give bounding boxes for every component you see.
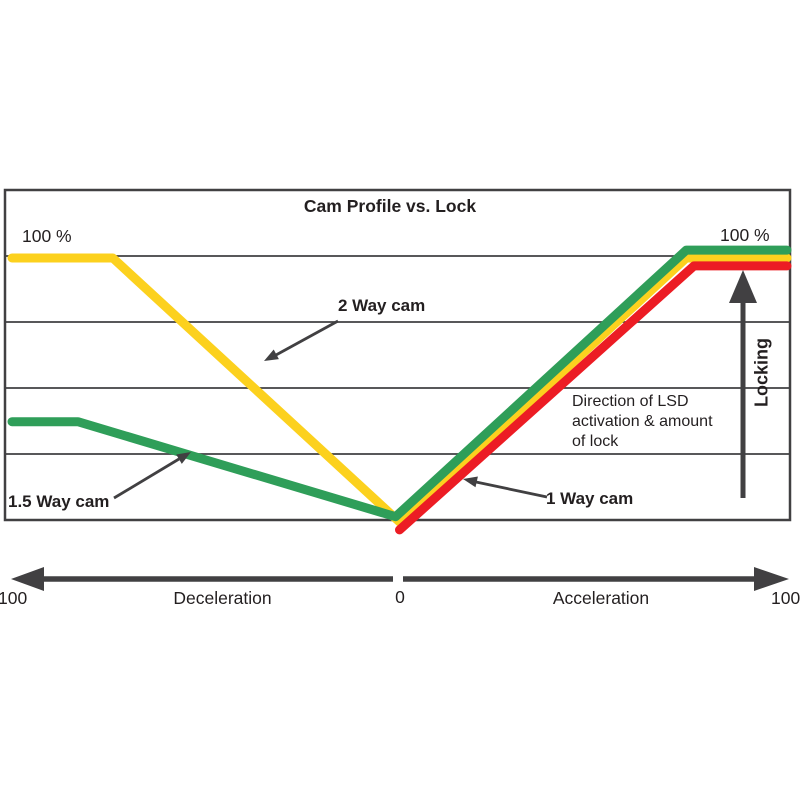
- series-label-2-way-cam: 2 Way cam: [338, 296, 426, 315]
- top-right-100-percent-label: 100 %: [720, 225, 770, 245]
- x-axis-right-value: 100: [771, 588, 800, 608]
- series-2-way-cam-line: [7, 253, 792, 527]
- x-axis-left-value: 100: [0, 588, 28, 608]
- locking-axis-label: Locking: [751, 338, 772, 408]
- x-axis-acceleration-label: Acceleration: [552, 588, 650, 608]
- x-axis-zero-value: 0: [395, 587, 405, 607]
- 2-way-cam-pointer-arrow: [264, 319, 339, 361]
- top-left-100-percent-label: 100 %: [22, 226, 72, 246]
- locking-direction-arrow: [729, 270, 757, 498]
- chart-frame: [3, 188, 792, 522]
- x-axis-arrow-right: [403, 567, 789, 591]
- chart-title: Cam Profile vs. Lock: [303, 196, 477, 216]
- series-1-way-cam-line: [395, 261, 792, 535]
- lsd-direction-note: Direction of LSD activation & amount of …: [572, 393, 713, 450]
- 1-5-way-cam-pointer-arrow: [113, 452, 191, 500]
- series-1-5-way-cam-line: [7, 245, 792, 522]
- 1-way-cam-pointer-arrow: [463, 476, 548, 499]
- x-axis-arrow-left: [11, 567, 393, 591]
- series-label-1-5-way-cam: 1.5 Way cam: [8, 492, 110, 511]
- x-axis-deceleration-label: Deceleration: [173, 588, 272, 608]
- series-label-1-way-cam: 1 Way cam: [546, 489, 634, 508]
